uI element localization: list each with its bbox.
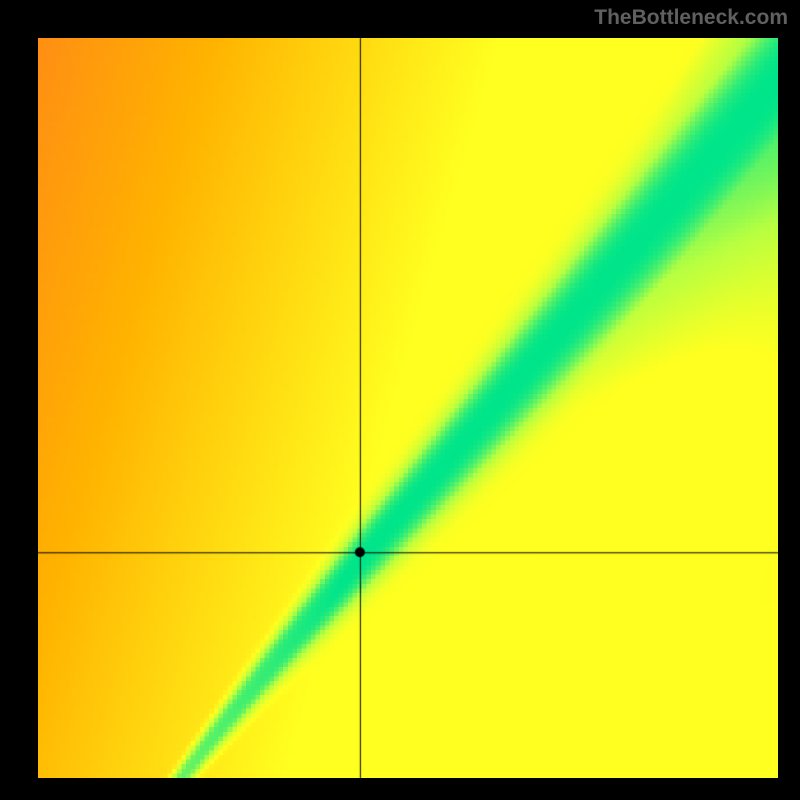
chart-container: TheBottleneck.com (0, 0, 800, 800)
crosshair-overlay (0, 0, 800, 800)
watermark-text: TheBottleneck.com (594, 6, 788, 30)
